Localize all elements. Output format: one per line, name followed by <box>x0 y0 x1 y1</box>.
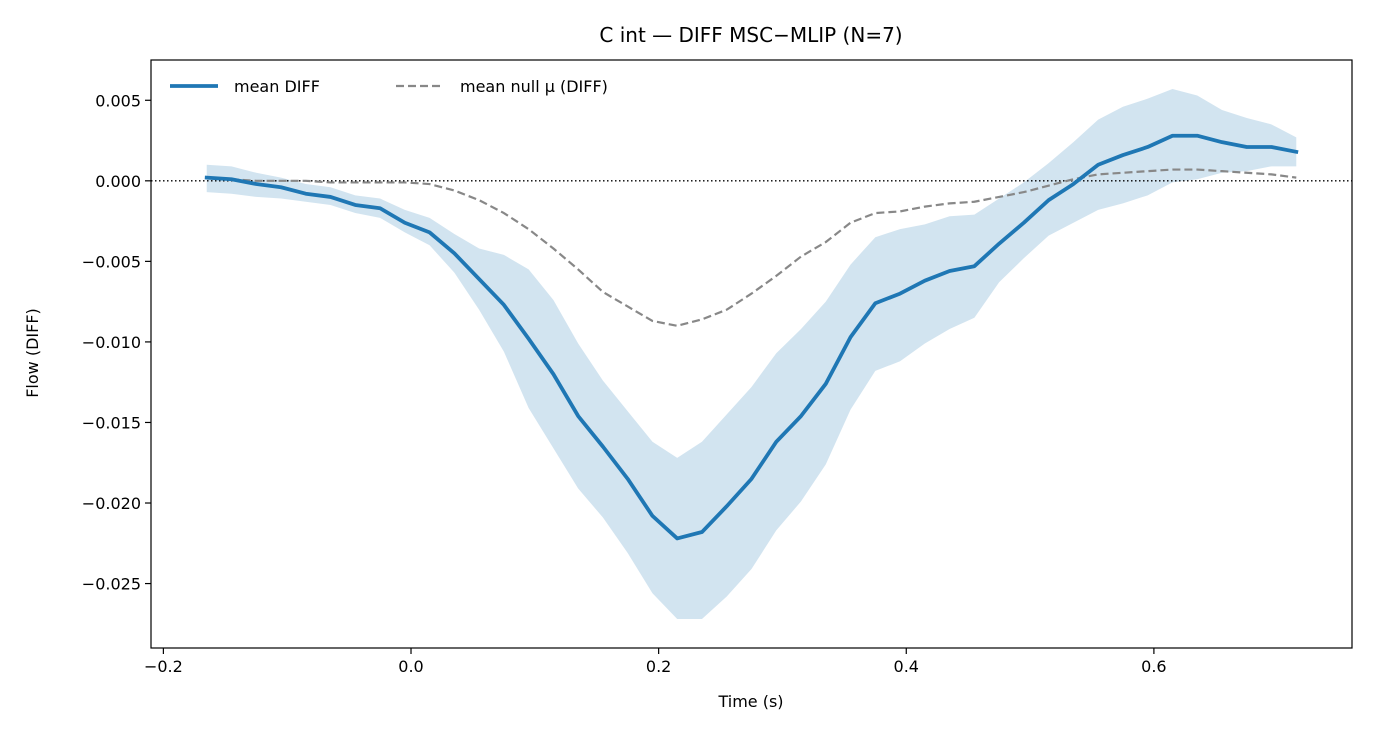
confidence-band <box>206 89 1297 619</box>
y-tick-label: −0.010 <box>82 333 141 352</box>
series-line-mean-diff <box>204 133 1299 541</box>
y-tick-label: 0.005 <box>95 91 141 110</box>
series-line-null-mean <box>206 168 1297 327</box>
chart-title: C int — DIFF MSC−MLIP (N=7) <box>599 23 902 47</box>
legend: mean DIFF mean null μ (DIFF) <box>170 77 608 96</box>
x-tick-label: 0.0 <box>398 657 423 676</box>
x-tick-label: 0.6 <box>1141 657 1166 676</box>
plot-frame <box>150 59 1353 649</box>
y-tick-label: −0.020 <box>82 494 141 513</box>
x-tick-label: 0.4 <box>894 657 919 676</box>
x-axis-label: Time (s) <box>717 692 783 711</box>
y-tick-label: −0.025 <box>82 575 141 594</box>
y-tick-label: −0.005 <box>82 252 141 271</box>
y-axis-label: Flow (DIFF) <box>23 308 42 398</box>
y-tick-label: 0.000 <box>95 172 141 191</box>
x-tick-label: −0.2 <box>144 657 183 676</box>
plot-area: −0.2 0.0 0.2 0.4 0.6 0.005 0.000 −0.005 −0.010 −0… <box>82 59 1353 676</box>
legend-label-null-mean: mean null μ (DIFF) <box>460 77 608 96</box>
y-tick-label: −0.015 <box>82 413 141 432</box>
legend-label-mean-diff: mean DIFF <box>234 77 320 96</box>
x-tick-label: 0.2 <box>646 657 671 676</box>
